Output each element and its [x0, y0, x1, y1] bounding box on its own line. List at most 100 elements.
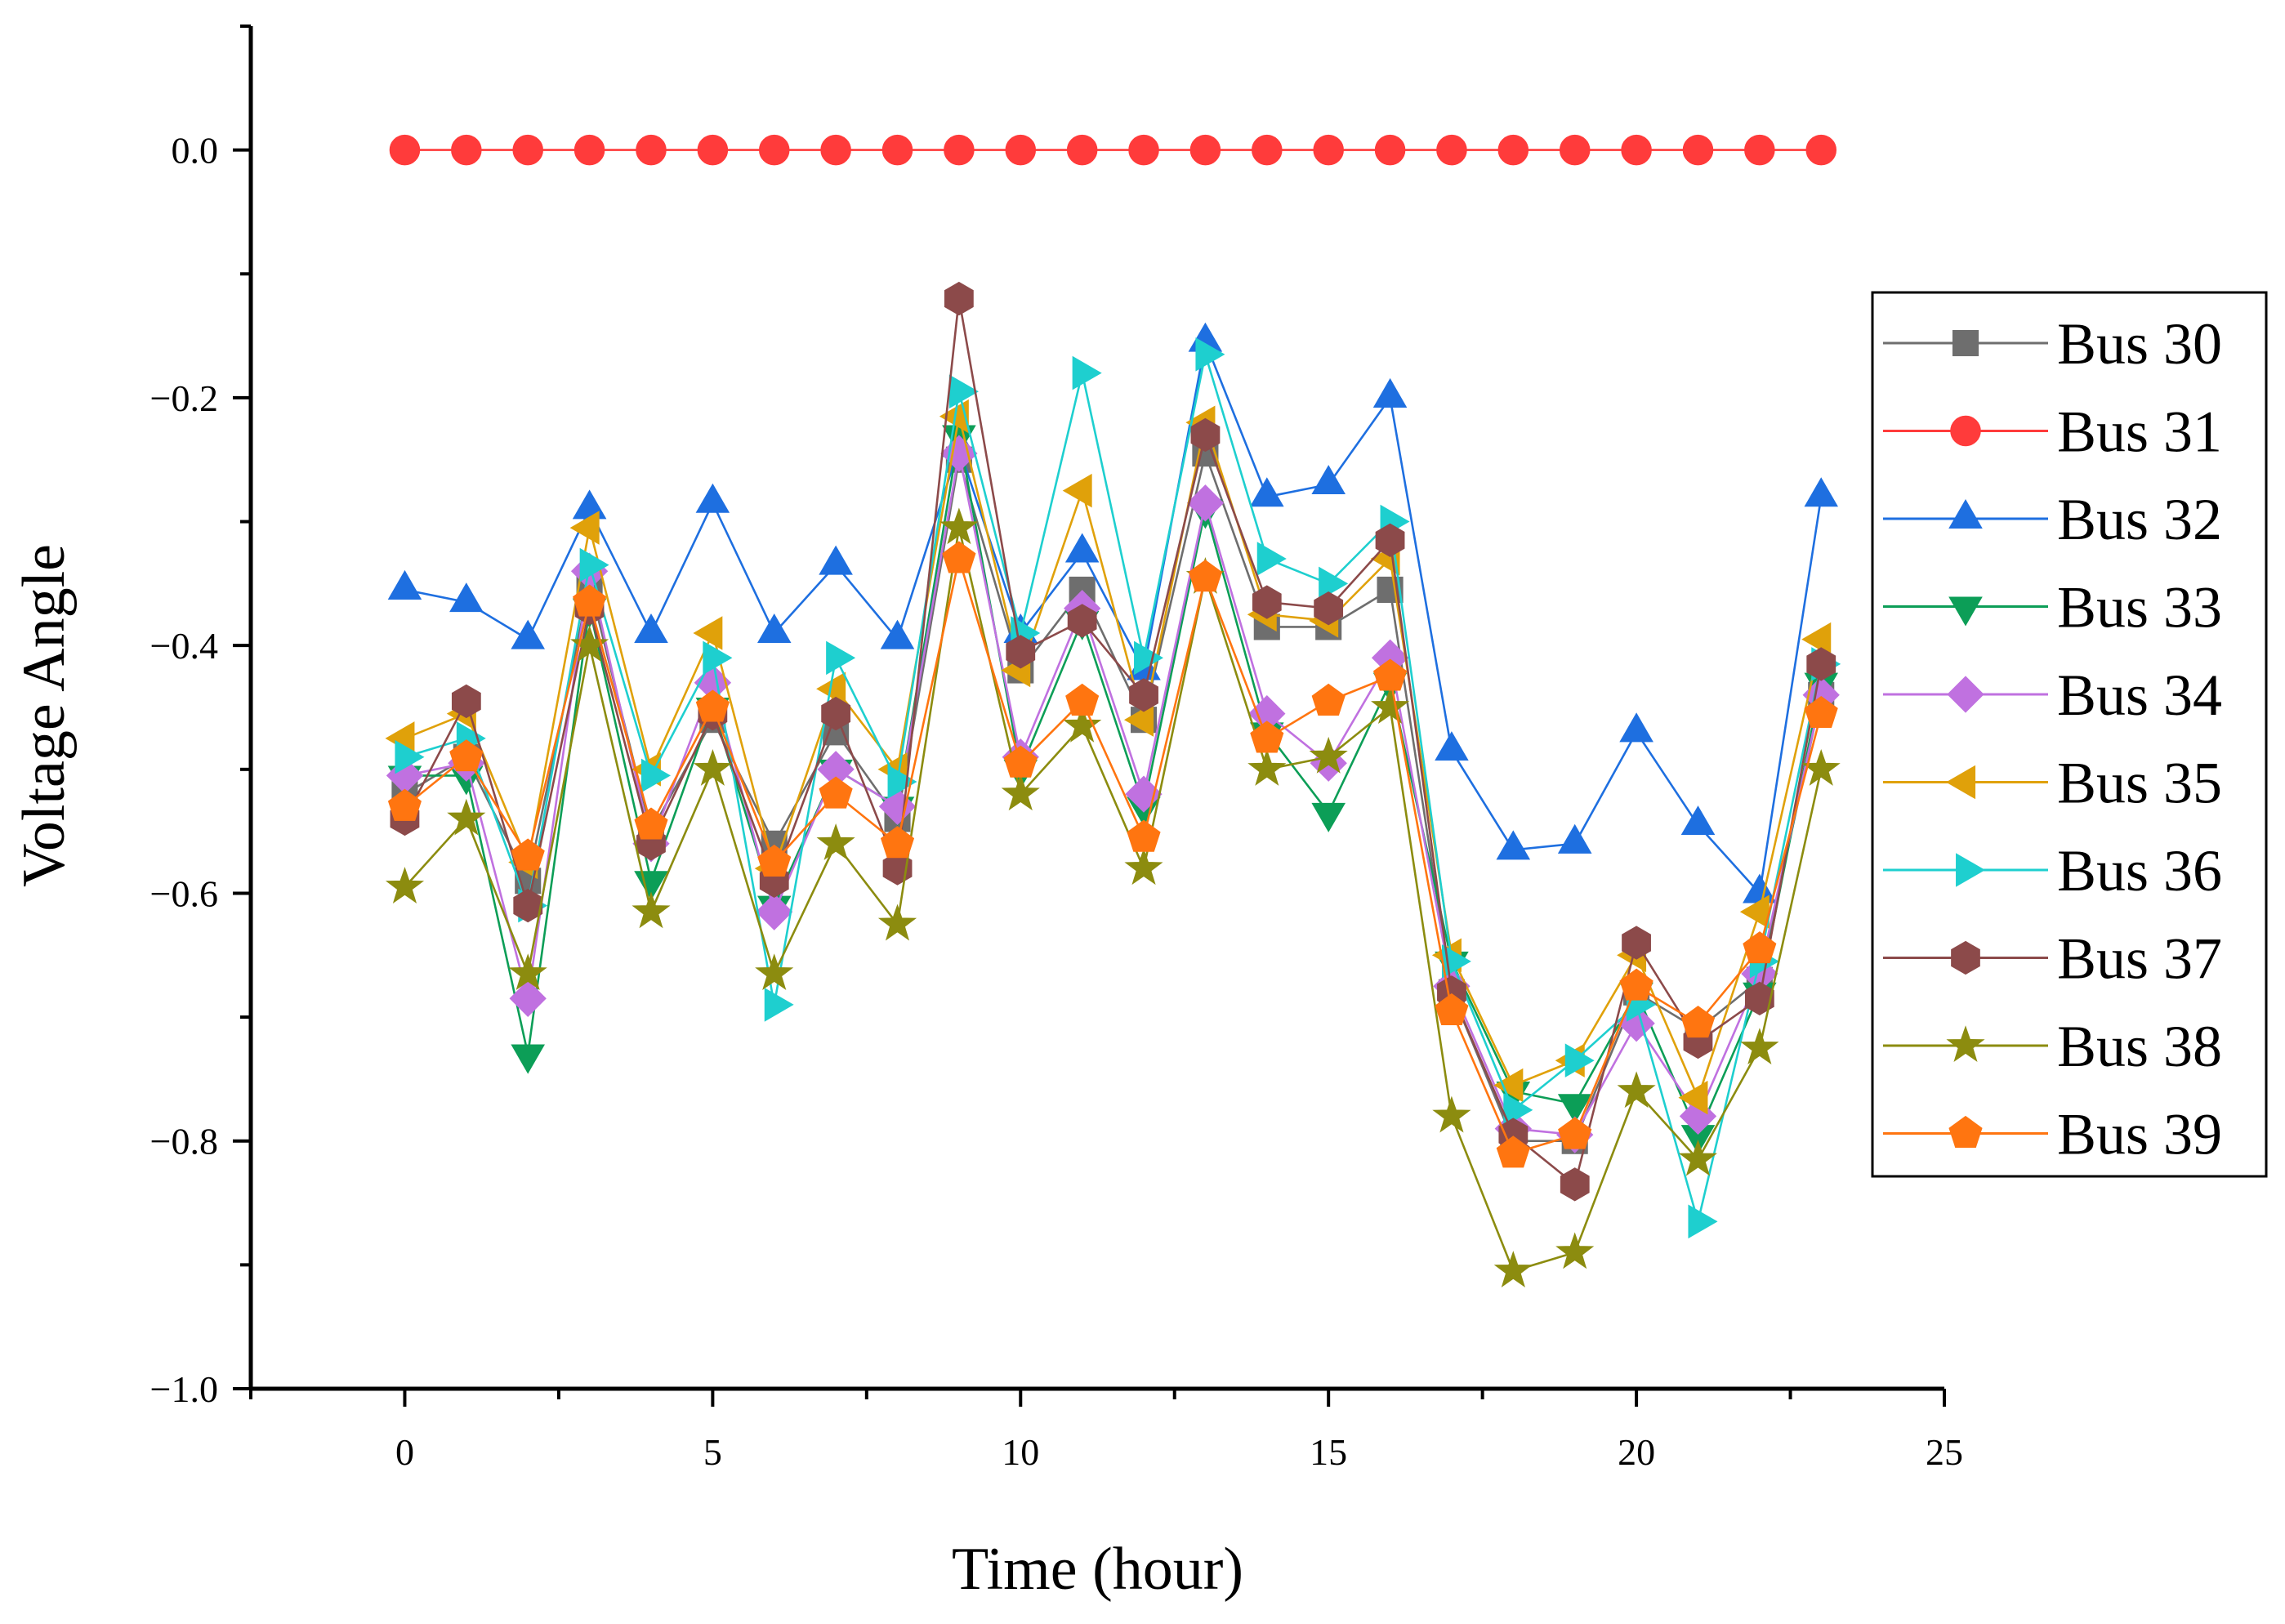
- legend-item: Bus 32: [1883, 487, 2222, 552]
- legend-label: Bus 32: [2057, 487, 2222, 552]
- data-point: [1682, 134, 1714, 166]
- data-point: [1557, 1094, 1592, 1124]
- series-bus-38: [385, 507, 1841, 1287]
- data-point: [569, 511, 600, 545]
- y-tick-label: −0.2: [150, 377, 218, 419]
- data-point: [1622, 926, 1651, 960]
- legend-item: Bus 35: [1883, 751, 2222, 816]
- data-point: [877, 903, 917, 941]
- data-point: [1195, 337, 1225, 372]
- series-line: [404, 527, 1823, 1273]
- legend-item: Bus 37: [1883, 926, 2222, 992]
- legend-item: Bus 33: [1883, 575, 2222, 640]
- data-point: [1006, 635, 1036, 669]
- data-point: [1435, 731, 1469, 761]
- series-line: [404, 354, 1823, 1226]
- x-tick-label: 15: [1310, 1431, 1347, 1473]
- data-point: [881, 134, 913, 166]
- data-point: [693, 749, 732, 786]
- x-tick-label: 25: [1926, 1431, 1963, 1473]
- data-point: [451, 684, 481, 719]
- legend-marker: [1952, 329, 1979, 357]
- data-point: [1134, 640, 1164, 676]
- series-bus-31: [389, 134, 1836, 166]
- legend-label: Bus 37: [2057, 926, 2222, 992]
- data-point: [1619, 968, 1654, 1001]
- data-point: [572, 489, 607, 520]
- data-point: [1801, 622, 1832, 657]
- data-point: [695, 689, 730, 722]
- legend-label: Bus 38: [2057, 1014, 2222, 1079]
- data-point: [1186, 484, 1225, 522]
- data-point: [1804, 477, 1838, 507]
- legend-box: [1871, 291, 2268, 1178]
- data-point: [1621, 134, 1652, 166]
- data-point: [1493, 1068, 1524, 1103]
- legend-marker: [1956, 853, 1985, 887]
- data-point: [1313, 134, 1344, 166]
- data-point: [1432, 1095, 1471, 1133]
- data-point: [1190, 417, 1221, 453]
- data-point: [1560, 1167, 1590, 1202]
- data-point: [764, 988, 794, 1022]
- data-point: [1496, 830, 1531, 860]
- data-point: [1557, 823, 1592, 854]
- data-point: [1067, 604, 1097, 638]
- data-point: [1250, 721, 1284, 753]
- data-point: [1744, 134, 1775, 166]
- data-point: [819, 776, 853, 809]
- data-point: [758, 134, 790, 166]
- data-point: [1555, 1232, 1595, 1269]
- x-tick-label: 20: [1618, 1431, 1655, 1473]
- series-line: [404, 554, 1823, 1155]
- legend-label: Bus 35: [2057, 751, 2222, 816]
- legend-item: Bus 34: [1883, 663, 2222, 728]
- data-point: [1250, 477, 1284, 507]
- series-line: [404, 416, 1823, 1101]
- data-point: [1001, 774, 1040, 811]
- data-point: [387, 788, 422, 821]
- data-point: [449, 582, 484, 613]
- legend-marker: [1947, 676, 1984, 713]
- data-point: [636, 134, 667, 166]
- data-point: [573, 584, 607, 617]
- data-point: [693, 616, 723, 650]
- legend-label: Bus 33: [2057, 575, 2222, 640]
- data-point: [695, 483, 730, 513]
- series-bus-32: [387, 322, 1838, 903]
- y-tick-label: −1.0: [150, 1368, 218, 1410]
- data-point: [1005, 134, 1037, 166]
- data-point: [1123, 703, 1154, 737]
- axes: 0 5 10 15 20 25 0.0 −0.2 −0.4 −0.6 −0.8 −1.0: [150, 25, 1963, 1473]
- data-point: [1680, 1006, 1716, 1038]
- data-point: [1247, 749, 1287, 786]
- data-point: [1805, 134, 1836, 166]
- data-point: [509, 979, 547, 1017]
- data-point: [1496, 1135, 1530, 1168]
- x-tick-label: 0: [395, 1431, 414, 1473]
- data-point: [1375, 523, 1405, 557]
- x-tick-label: 5: [703, 1431, 722, 1473]
- data-point: [755, 953, 794, 991]
- legend-label: Bus 39: [2057, 1102, 2222, 1167]
- data-point: [395, 739, 425, 774]
- data-point: [1189, 134, 1221, 166]
- data-point: [816, 823, 855, 860]
- data-point: [449, 739, 484, 772]
- data-point: [1252, 134, 1283, 166]
- data-point: [631, 891, 671, 929]
- data-point: [511, 619, 545, 649]
- legend-marker: [1948, 498, 1983, 529]
- data-point: [1740, 1028, 1779, 1065]
- data-point: [1371, 687, 1410, 725]
- series-bus-33: [387, 425, 1838, 1155]
- legend: Bus 30 Bus 31 Bus 32 Bus 33 Bus 34 Bus 35 Bus …: [1871, 291, 2268, 1178]
- legend-label: Bus 36: [2057, 838, 2222, 903]
- data-point: [387, 569, 422, 600]
- y-tick-label: 0.0: [172, 130, 219, 172]
- data-point: [1314, 591, 1344, 626]
- data-point: [511, 838, 545, 871]
- data-point: [634, 807, 668, 840]
- series-layer: [385, 134, 1841, 1287]
